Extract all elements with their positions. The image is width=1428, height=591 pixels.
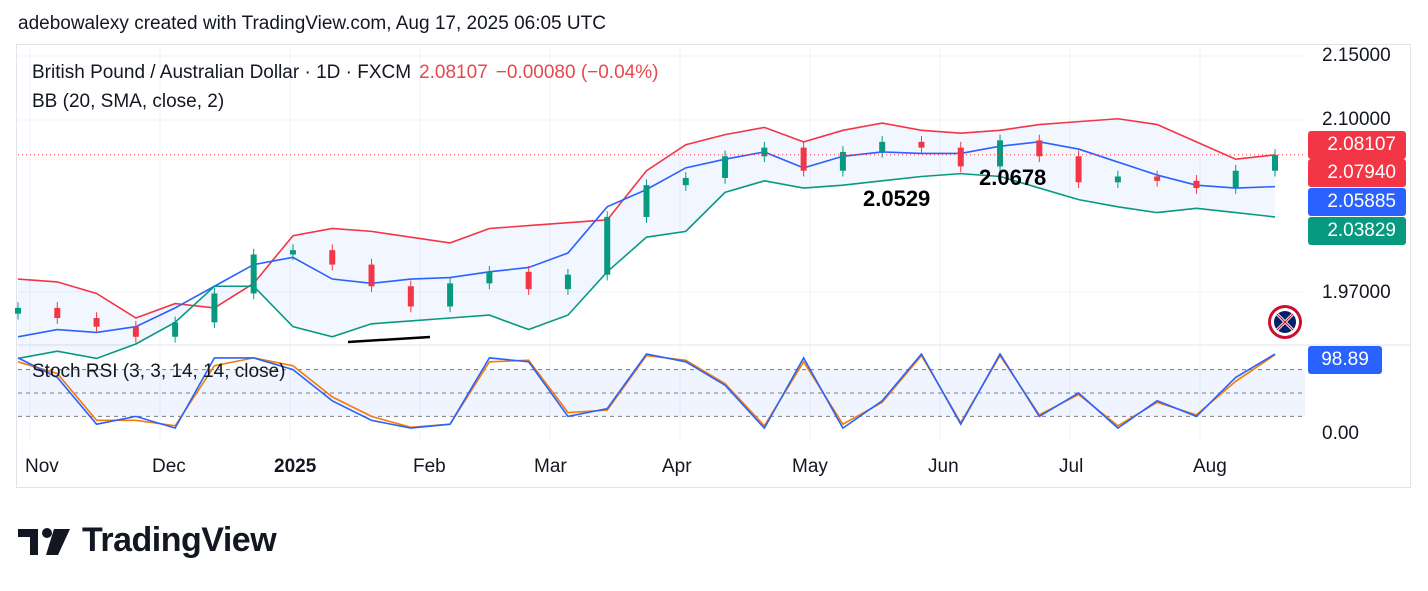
bb-line-upper	[17, 117, 1276, 319]
candle-body	[289, 250, 296, 255]
tradingview-logo-text: TradingView	[82, 521, 277, 559]
bb-lower-tag: 2.03829	[1308, 217, 1406, 245]
candle-body	[1232, 170, 1239, 189]
stoch-rsi-legend[interactable]: Stoch RSI (3, 3, 14, 14, close)	[32, 361, 286, 382]
bb-upper-tag: 2.07940	[1308, 159, 1406, 187]
candle-body	[1193, 180, 1200, 189]
time-label-apr: Apr	[662, 456, 692, 477]
candle-body	[839, 151, 846, 171]
candle-body	[722, 156, 729, 178]
candle-body	[761, 147, 768, 157]
time-label-feb: Feb	[413, 456, 446, 477]
candle-body	[15, 307, 21, 314]
candle-body	[368, 264, 375, 287]
candle-body	[1272, 154, 1278, 171]
trendline	[347, 335, 431, 344]
candle-body	[682, 177, 689, 186]
gbp-aud-flag-icon[interactable]	[1265, 302, 1305, 347]
bb-line-lower	[17, 172, 1276, 360]
candle-body	[957, 147, 964, 167]
candle-body	[54, 307, 61, 319]
candle-body	[486, 271, 493, 284]
last-price: 2.08107	[419, 62, 488, 83]
candle-body	[525, 271, 532, 290]
time-label-dec: Dec	[152, 456, 186, 477]
candle-body	[604, 216, 611, 275]
candle-body	[1075, 156, 1082, 183]
price-label-mid: 2.10000	[1322, 109, 1391, 130]
annotation-low-may: 2.0529	[863, 186, 931, 211]
candle-body	[407, 286, 414, 307]
candle-body	[211, 293, 218, 323]
stoch-rsi-tag: 98.89	[1308, 346, 1382, 374]
candle-body	[1114, 176, 1121, 183]
chart-frame	[16, 44, 1411, 488]
price-change: −0.00080 (−0.04%)	[495, 62, 659, 83]
candle-body	[93, 318, 100, 327]
candle-body	[250, 254, 257, 294]
time-label-jun: Jun	[928, 456, 959, 477]
annotation-low-jun: 2.0678	[979, 165, 1047, 190]
time-label-mar: Mar	[534, 456, 567, 477]
candle-body	[1154, 176, 1161, 181]
candle-body	[879, 141, 886, 152]
symbol-name[interactable]: British Pound / Australian Dollar · 1D ·…	[32, 62, 412, 83]
tradingview-logo[interactable]: TradingView	[18, 521, 277, 560]
symbol-legend: British Pound / Australian Dollar · 1D ·…	[32, 62, 658, 84]
candle-body	[329, 250, 336, 265]
bb-indicator-legend[interactable]: BB (20, SMA, close, 2)	[32, 91, 225, 112]
candle-body	[997, 140, 1004, 167]
candle-body	[918, 141, 925, 148]
price-label-top: 2.15000	[1322, 45, 1391, 66]
time-label-nov: Nov	[25, 456, 59, 477]
candle-body	[132, 326, 139, 337]
osc-label-zero: 0.00	[1322, 423, 1359, 444]
bb-basis-tag: 2.05885	[1308, 188, 1406, 216]
bb-band-fill	[18, 118, 1275, 359]
attribution-text: adebowalexy created with TradingView.com…	[18, 13, 606, 34]
candle-body	[447, 283, 454, 307]
stoch-k-line	[17, 352, 1276, 430]
time-label-may: May	[792, 456, 828, 477]
time-label-2025: 2025	[274, 456, 317, 477]
tradingview-logo-icon	[18, 527, 70, 555]
time-label-aug: Aug	[1193, 456, 1227, 477]
candle-body	[800, 147, 807, 171]
candle-body	[1036, 140, 1043, 157]
candle-body	[643, 185, 650, 217]
candle-body	[564, 274, 571, 290]
time-label-jul: Jul	[1059, 456, 1084, 477]
last-price-tag: 2.08107	[1308, 131, 1406, 159]
price-label-low: 1.97000	[1322, 282, 1391, 303]
candle-body	[172, 322, 179, 337]
